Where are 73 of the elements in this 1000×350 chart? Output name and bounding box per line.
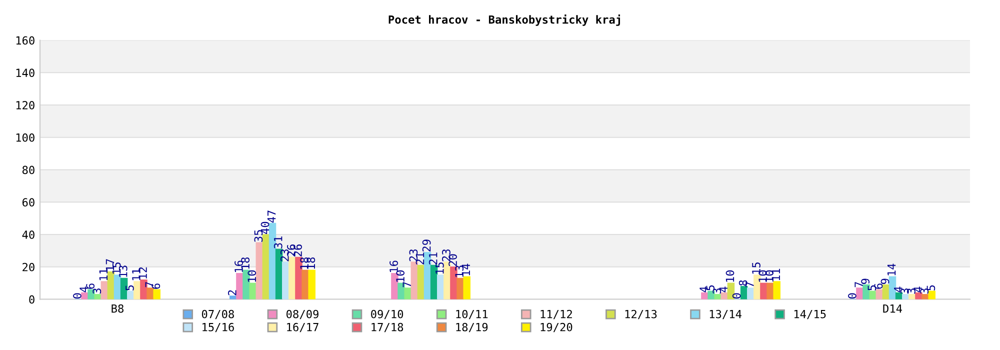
data-label: 7 — [854, 282, 863, 288]
data-label: 29 — [422, 240, 431, 252]
data-label: 13 — [455, 266, 464, 277]
data-label: 17 — [106, 259, 114, 270]
chart-title: Pocet hracov - Banskobystricky kraj — [388, 14, 620, 26]
data-label: 0 — [848, 293, 856, 299]
y-tick-label: 120 — [16, 101, 34, 110]
data-label: 40 — [260, 222, 270, 234]
data-label: 7 — [145, 282, 154, 288]
data-label: 4 — [894, 286, 902, 292]
y-tick-label: 140 — [16, 68, 34, 78]
data-label: 6 — [874, 284, 883, 289]
legend-label: 08/09 — [286, 310, 318, 320]
y-tick-label: 160 — [16, 36, 34, 45]
data-label: 4 — [914, 286, 922, 292]
data-label: 0 — [73, 293, 82, 299]
legend-label: 17/18 — [372, 322, 404, 332]
y-tick-label: 20 — [22, 262, 34, 272]
data-label: 10 — [248, 270, 256, 282]
y-tick-label: 0 — [29, 295, 34, 304]
data-label: 10 — [396, 270, 405, 282]
data-label: 5 — [926, 285, 936, 290]
data-label: 3 — [92, 288, 102, 294]
data-label: 16 — [234, 260, 243, 272]
legend-label: 13/14 — [710, 310, 742, 320]
y-tick-label: 100 — [16, 133, 34, 142]
legend-label: 18/19 — [456, 322, 488, 332]
data-label: 47 — [267, 210, 276, 223]
data-label: 7 — [402, 282, 411, 288]
data-label: 6 — [86, 284, 95, 289]
data-label: 3 — [907, 288, 916, 294]
legend-label: 15/16 — [202, 322, 234, 332]
legend-label: 14/15 — [794, 310, 826, 320]
data-label: 15 — [752, 262, 760, 274]
data-label: 8 — [738, 280, 748, 286]
x-tick-label: B8 — [112, 304, 124, 313]
legend-label: 07/08 — [202, 310, 234, 320]
data-label: 23 — [409, 249, 418, 262]
data-label: 35 — [254, 230, 263, 242]
data-label: 23 — [442, 249, 450, 262]
data-label: 6 — [152, 284, 160, 289]
data-label: 13 — [118, 266, 128, 277]
y-tick-label: 60 — [22, 198, 34, 207]
data-label: 20 — [448, 254, 457, 266]
data-label: 0 — [732, 293, 741, 299]
data-label: 18 — [241, 257, 250, 269]
data-label: 4 — [700, 286, 708, 292]
data-label: 3 — [712, 288, 722, 294]
data-label: 21 — [416, 252, 424, 264]
data-label: 23 — [280, 249, 289, 262]
y-tick-label: 40 — [22, 230, 34, 239]
legend-label: 10/11 — [456, 310, 488, 320]
data-label: 14 — [887, 264, 896, 276]
x-tick-label: D14 — [883, 304, 902, 313]
data-label: 10 — [726, 270, 734, 282]
data-label: 15 — [436, 262, 444, 274]
legend-label: 11/12 — [540, 310, 572, 320]
data-label: 4 — [719, 286, 728, 292]
data-label: 16 — [390, 260, 398, 272]
data-label: 9 — [861, 278, 870, 284]
y-tick-label: 80 — [22, 166, 34, 174]
legend-label: 12/13 — [625, 310, 657, 320]
data-label: 26 — [294, 244, 302, 256]
data-label: 2 — [228, 290, 236, 296]
legend-label: 19/20 — [540, 322, 572, 332]
data-label: 9 — [880, 278, 890, 284]
data-label: 4 — [80, 286, 88, 292]
legend-label: 09/10 — [371, 310, 404, 320]
legend-label: 16/17 — [287, 322, 318, 332]
data-label: 21 — [428, 252, 438, 264]
data-label: 31 — [274, 236, 282, 248]
data-label: 11 — [99, 268, 108, 280]
data-label: 5 — [126, 285, 134, 290]
